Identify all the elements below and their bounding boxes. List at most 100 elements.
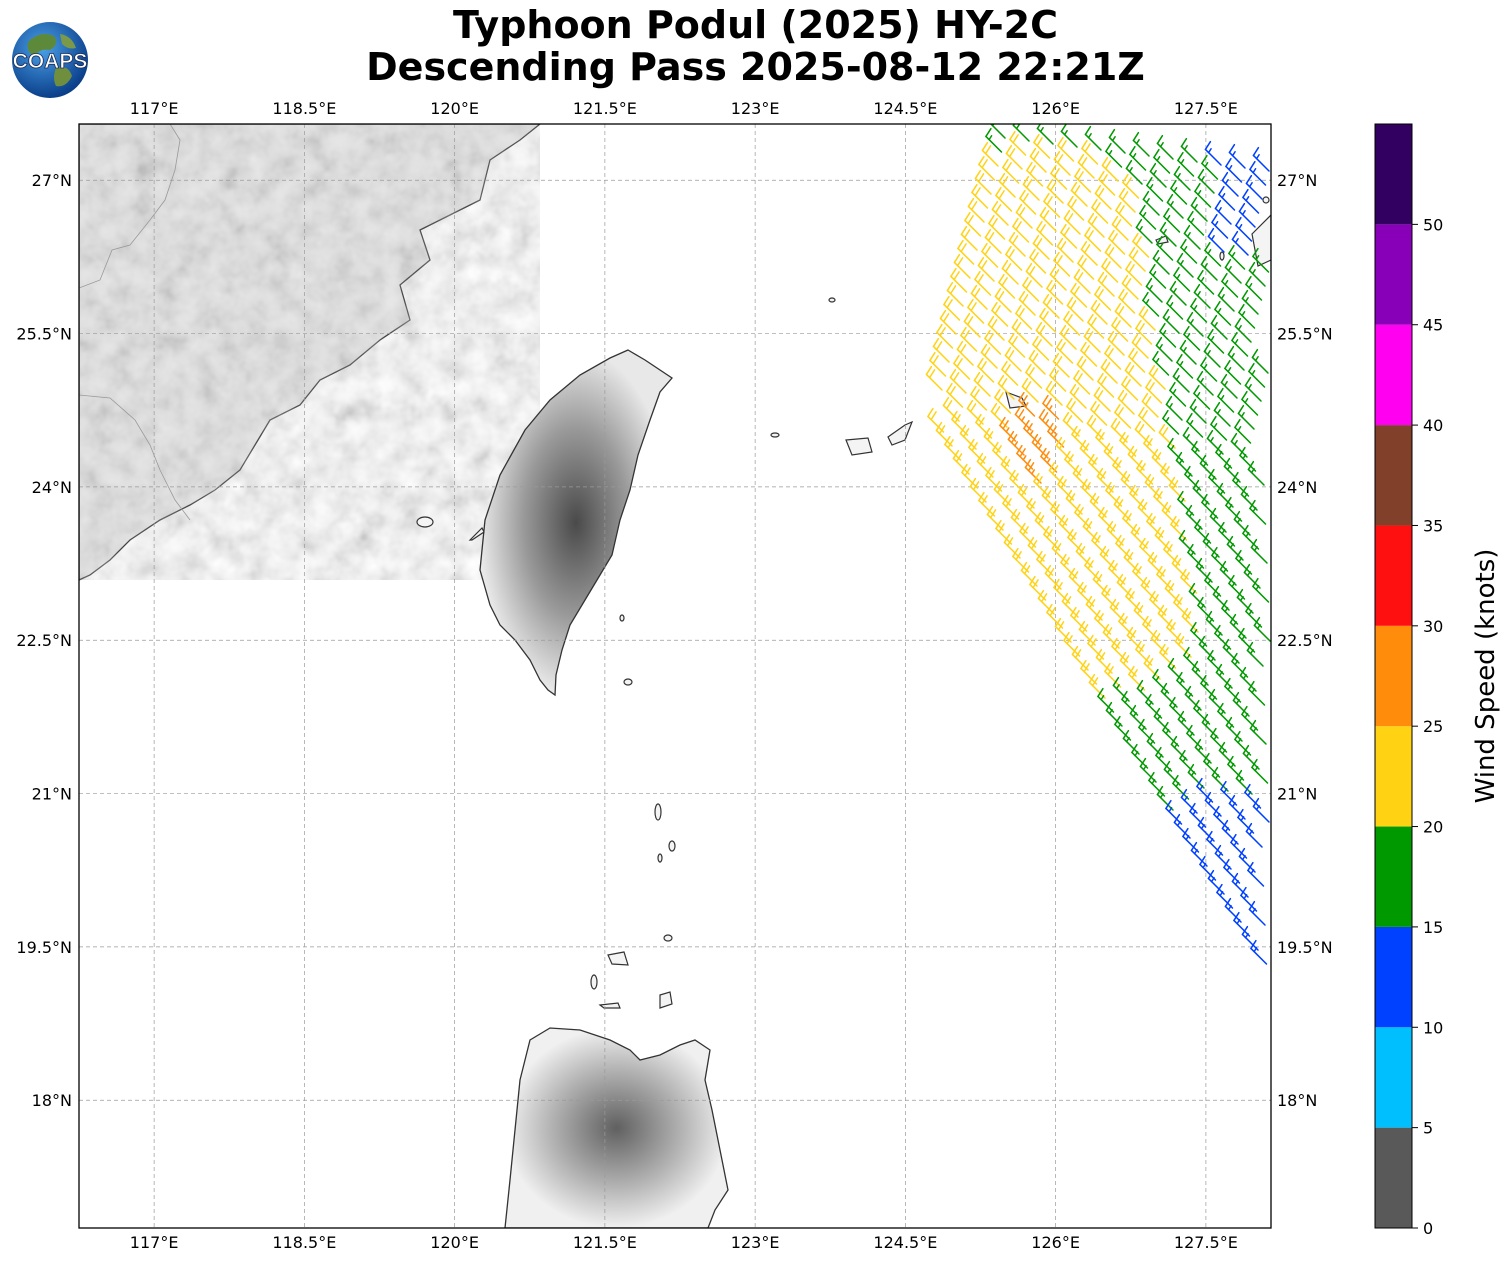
wind-barb bbox=[1147, 551, 1165, 577]
wind-barb bbox=[1199, 855, 1217, 881]
wind-barb bbox=[1226, 535, 1244, 561]
wind-barb bbox=[1173, 165, 1191, 191]
lon-tick-label-top: 123°E bbox=[731, 99, 780, 118]
wind-barb bbox=[1238, 627, 1256, 653]
wind-barb bbox=[1203, 342, 1221, 368]
wind-barb bbox=[1114, 715, 1132, 741]
wind-barb bbox=[1146, 732, 1164, 758]
colorbar-bin bbox=[1375, 425, 1412, 526]
wind-barb bbox=[1172, 774, 1190, 800]
wind-barb bbox=[1211, 766, 1229, 792]
wind-barb bbox=[1108, 128, 1126, 154]
wind-barb bbox=[1220, 373, 1238, 399]
wind-barb bbox=[1183, 646, 1201, 672]
wind-barb bbox=[960, 225, 978, 251]
wind-barb bbox=[1054, 617, 1072, 643]
title-line-1: Typhoon Podul (2025) HY-2C bbox=[453, 3, 1058, 47]
wind-barb bbox=[1235, 216, 1253, 242]
wind-barb bbox=[1252, 577, 1270, 603]
wind-barb bbox=[1165, 799, 1183, 825]
wind-barb bbox=[1163, 540, 1181, 566]
wind-barb bbox=[1056, 237, 1074, 263]
wind-barb bbox=[1236, 588, 1254, 614]
lat-tick-label-left: 24°N bbox=[32, 478, 72, 497]
wind-barb bbox=[1009, 130, 1027, 156]
wind-barb bbox=[1110, 417, 1128, 443]
wind-barb bbox=[1045, 380, 1063, 406]
wind-barb bbox=[1115, 201, 1133, 227]
wind-barb bbox=[1164, 579, 1182, 605]
wind-barb bbox=[1094, 184, 1112, 210]
wind-barb bbox=[1202, 532, 1220, 558]
wind-barb bbox=[1092, 570, 1110, 596]
wind-barb bbox=[1239, 666, 1257, 692]
wind-barb bbox=[977, 357, 995, 383]
wind-barb bbox=[1185, 504, 1203, 530]
wind-barb bbox=[1180, 568, 1198, 594]
wind-barb bbox=[1228, 574, 1246, 600]
wind-barb bbox=[1219, 560, 1237, 586]
mainland-china-land bbox=[79, 124, 542, 581]
wind-barb bbox=[1225, 716, 1243, 742]
wind-barb bbox=[1230, 833, 1248, 859]
plot-frame bbox=[78, 123, 1272, 1229]
wind-barb bbox=[936, 323, 954, 349]
colorbar-tick-label: 10 bbox=[1423, 1018, 1443, 1037]
wind-barb bbox=[1174, 632, 1192, 658]
wind-barb bbox=[1173, 593, 1191, 619]
wind-barb bbox=[1073, 369, 1091, 395]
wind-barb bbox=[1076, 355, 1094, 381]
wind-barb bbox=[1180, 238, 1198, 264]
wind-barb bbox=[1005, 245, 1023, 271]
wind-barb bbox=[1211, 546, 1229, 572]
wind-barb bbox=[1143, 434, 1161, 460]
wind-barb bbox=[946, 281, 964, 307]
wind-barb bbox=[1138, 406, 1156, 432]
wind-barb bbox=[1105, 701, 1123, 727]
wind-barb bbox=[1018, 391, 1036, 417]
colorbar-tick-label: 50 bbox=[1423, 215, 1443, 234]
wind-barb bbox=[1062, 411, 1080, 437]
wind-barb bbox=[1012, 547, 1030, 573]
wind-barb bbox=[1060, 223, 1078, 249]
wind-barb bbox=[1173, 813, 1191, 839]
wind-barb bbox=[942, 396, 960, 422]
wind-barb bbox=[978, 491, 996, 517]
wind-barb bbox=[1199, 454, 1217, 480]
wind-barb bbox=[1149, 162, 1167, 188]
gridlines bbox=[79, 124, 1271, 1228]
lon-tick-label-bottom: 124.5°E bbox=[873, 1233, 937, 1252]
wind-barb bbox=[985, 466, 1003, 492]
wind-barb bbox=[1086, 414, 1104, 440]
wind-barb bbox=[976, 452, 994, 478]
wind-barb bbox=[1228, 794, 1246, 820]
wind-barb bbox=[991, 301, 1009, 327]
wind-barb bbox=[950, 267, 968, 293]
wind-barb bbox=[1217, 702, 1235, 728]
wind-barb bbox=[1234, 730, 1252, 756]
wind-barb bbox=[1150, 629, 1168, 655]
wind-barb bbox=[1224, 258, 1242, 284]
wind-barb bbox=[1240, 886, 1258, 912]
wind-barb bbox=[1220, 780, 1238, 806]
wind-barb bbox=[1119, 651, 1137, 677]
wind-barb bbox=[1248, 261, 1266, 287]
wind-barb bbox=[1180, 137, 1198, 163]
wind-barb bbox=[1214, 844, 1232, 870]
lon-tick-label-bottom: 117°E bbox=[130, 1233, 179, 1252]
wind-barb bbox=[1101, 156, 1119, 182]
wind-barb bbox=[1194, 182, 1212, 208]
wind-barb bbox=[1095, 648, 1113, 674]
wind-barb bbox=[1038, 408, 1056, 434]
wind-barb bbox=[1141, 392, 1159, 418]
wind-barb bbox=[1122, 729, 1140, 755]
wind-barb bbox=[1210, 314, 1228, 340]
wind-barb bbox=[985, 127, 1003, 153]
wind-barb bbox=[1000, 455, 1018, 481]
wind-barb bbox=[1022, 276, 1040, 302]
wind-barb bbox=[1178, 529, 1196, 555]
wind-barb bbox=[1131, 333, 1149, 359]
wind-barb bbox=[1085, 595, 1103, 621]
colorbar-tick-label: 45 bbox=[1423, 316, 1443, 335]
wind-barb bbox=[1074, 503, 1092, 529]
